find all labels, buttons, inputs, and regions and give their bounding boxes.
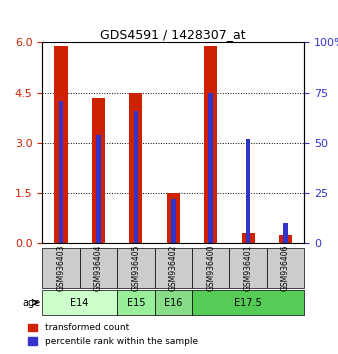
Text: GSM936400: GSM936400 — [206, 245, 215, 291]
FancyBboxPatch shape — [117, 290, 154, 315]
FancyBboxPatch shape — [80, 249, 117, 288]
Bar — [167, 193, 180, 243]
Bar — [208, 93, 213, 243]
Text: GSM936403: GSM936403 — [56, 245, 66, 291]
FancyBboxPatch shape — [42, 290, 117, 315]
Text: GSM936401: GSM936401 — [244, 245, 252, 291]
Bar — [54, 46, 68, 243]
FancyBboxPatch shape — [267, 249, 304, 288]
Bar — [246, 139, 250, 243]
Bar — [279, 235, 292, 243]
Text: GSM936404: GSM936404 — [94, 245, 103, 291]
FancyBboxPatch shape — [192, 249, 230, 288]
FancyBboxPatch shape — [230, 249, 267, 288]
Title: GDS4591 / 1428307_at: GDS4591 / 1428307_at — [100, 28, 246, 41]
Text: E14: E14 — [71, 297, 89, 308]
Text: age: age — [22, 297, 40, 308]
Legend: transformed count, percentile rank within the sample: transformed count, percentile rank withi… — [25, 320, 201, 349]
Bar — [129, 93, 142, 243]
Bar — [242, 233, 255, 243]
Text: E15: E15 — [126, 297, 145, 308]
Bar — [204, 46, 217, 243]
FancyBboxPatch shape — [117, 249, 154, 288]
Bar — [59, 101, 63, 243]
Text: E16: E16 — [164, 297, 183, 308]
Bar — [171, 199, 175, 243]
FancyBboxPatch shape — [42, 249, 80, 288]
Text: GSM936406: GSM936406 — [281, 245, 290, 291]
Bar — [92, 98, 105, 243]
Bar — [96, 135, 101, 243]
Text: GSM936405: GSM936405 — [131, 245, 140, 291]
FancyBboxPatch shape — [154, 249, 192, 288]
Bar — [134, 111, 138, 243]
Text: GSM936402: GSM936402 — [169, 245, 178, 291]
FancyBboxPatch shape — [192, 290, 304, 315]
Bar — [283, 223, 288, 243]
Text: E17.5: E17.5 — [234, 297, 262, 308]
FancyBboxPatch shape — [154, 290, 192, 315]
